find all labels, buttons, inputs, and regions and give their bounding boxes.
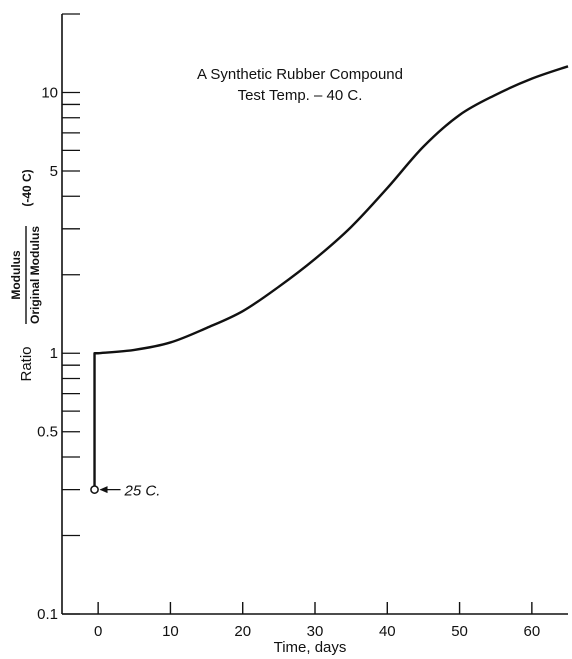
annotation-label: 25 C.	[124, 483, 161, 500]
y-tick-label: 10	[41, 84, 58, 101]
y-axis-title-suffix: (-40 C)	[20, 169, 34, 206]
chart-title: A Synthetic Rubber Compound	[197, 66, 403, 83]
annotation-arrowhead	[99, 486, 108, 494]
y-tick-label: 1	[50, 345, 58, 362]
y-axis-title-prefix: Ratio	[18, 346, 35, 381]
data-point-open-circle	[90, 485, 99, 494]
y-tick-label: 0.1	[37, 606, 58, 623]
chart-subtitle: Test Temp. – 40 C.	[238, 87, 363, 104]
y-tick-label: 0.5	[37, 424, 58, 441]
ticks	[62, 13, 533, 615]
x-tick-label: 60	[524, 623, 541, 640]
x-tick-label: 40	[379, 623, 396, 640]
x-tick-label: 20	[234, 623, 251, 640]
x-tick-label: 30	[307, 623, 324, 640]
x-tick-label: 10	[162, 623, 179, 640]
y-axis-title-numerator: Modulus	[9, 250, 23, 300]
labels: 0 10 20 30 40 50 60 0.1 0.5 1 5 10 25 C.	[37, 84, 540, 640]
x-axis-title: Time, days	[274, 639, 347, 656]
x-tick-label: 50	[451, 623, 468, 640]
y-tick-label: 5	[50, 163, 58, 180]
plot-area	[90, 65, 569, 494]
axes	[61, 14, 568, 615]
y-axis-title: Ratio Modulus Original Modulus (-40 C)	[9, 169, 42, 381]
data-line	[93, 65, 569, 490]
y-axis-title-denominator: Original Modulus	[28, 226, 42, 324]
x-tick-label: 0	[94, 623, 102, 640]
